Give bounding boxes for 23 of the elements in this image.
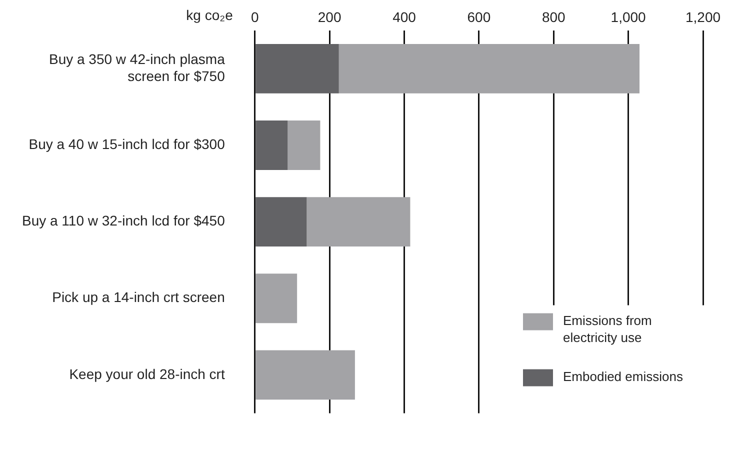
- y-tick-label: Buy a 40 w 15-inch lcd for $300: [28, 136, 226, 152]
- y-tick-label: Pick up a 14-inch crt screen: [52, 289, 225, 306]
- bar: [256, 44, 339, 94]
- bar: [306, 197, 410, 247]
- x-tick-label: 1,200: [685, 8, 721, 25]
- bar: [256, 350, 355, 400]
- legend-label: Embodied emissions: [563, 368, 684, 384]
- y-tick-label: Keep your old 28-inch crt: [69, 366, 225, 382]
- x-tick-label: 1,000: [610, 8, 646, 25]
- y-tick-label: Buy a 110 w 32-inch lcd for $450: [22, 212, 226, 229]
- bar: [288, 120, 320, 170]
- x-tick-label: 400: [392, 8, 416, 25]
- x-tick-label: 600: [467, 8, 491, 25]
- bar: [338, 44, 640, 94]
- x-tick-label: 0: [250, 8, 259, 25]
- bar: [256, 274, 298, 324]
- bar: [256, 120, 288, 170]
- x-tick-label: 800: [542, 8, 566, 25]
- legend-label: Emissions from electricity use: [563, 312, 652, 345]
- y-tick-label: Buy a 350 w 42-inch plasma screen for $750: [48, 51, 226, 84]
- x-axis-title: kg co₂e: [186, 6, 234, 23]
- x-tick-label: 200: [318, 8, 342, 25]
- bar: [256, 197, 307, 247]
